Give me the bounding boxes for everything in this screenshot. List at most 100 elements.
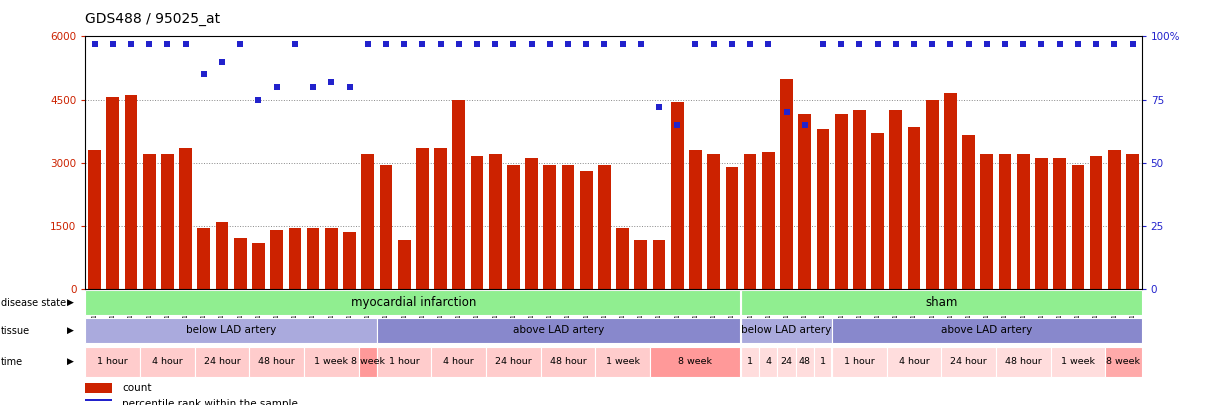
Bar xyxy=(814,347,832,377)
Bar xyxy=(306,228,320,289)
Bar xyxy=(1105,347,1142,377)
Bar xyxy=(486,347,541,377)
Text: 1: 1 xyxy=(747,356,753,366)
Text: above LAD artery: above LAD artery xyxy=(513,325,604,335)
Bar xyxy=(125,95,138,289)
Bar xyxy=(796,347,814,377)
Bar xyxy=(832,347,886,377)
Bar xyxy=(435,148,447,289)
Bar xyxy=(398,241,410,289)
Text: 24 hour: 24 hour xyxy=(495,356,532,366)
Bar xyxy=(689,150,702,289)
Bar xyxy=(707,154,720,289)
Text: 4 hour: 4 hour xyxy=(899,356,929,366)
Bar xyxy=(541,347,596,377)
Bar xyxy=(941,347,996,377)
Bar xyxy=(1017,154,1029,289)
Bar xyxy=(543,165,557,289)
Text: 8 week: 8 week xyxy=(679,356,713,366)
Bar xyxy=(179,148,192,289)
Bar xyxy=(198,228,210,289)
Bar xyxy=(635,241,647,289)
Bar xyxy=(1107,150,1121,289)
Bar xyxy=(872,133,884,289)
Bar xyxy=(598,165,610,289)
Text: 4 hour: 4 hour xyxy=(153,356,183,366)
Bar xyxy=(270,230,283,289)
Text: 4: 4 xyxy=(766,356,772,366)
Text: ▶: ▶ xyxy=(67,357,74,366)
Bar xyxy=(1054,158,1066,289)
Bar xyxy=(835,114,847,289)
Text: 8 week: 8 week xyxy=(350,356,385,366)
Bar xyxy=(744,154,757,289)
Bar xyxy=(416,148,429,289)
Text: 1 hour: 1 hour xyxy=(388,356,420,366)
Bar xyxy=(780,79,792,289)
Bar xyxy=(907,127,921,289)
Bar xyxy=(1072,165,1084,289)
Bar xyxy=(725,167,739,289)
Bar xyxy=(580,171,592,289)
Bar xyxy=(1050,347,1105,377)
Text: above LAD artery: above LAD artery xyxy=(941,325,1033,335)
Bar xyxy=(85,347,140,377)
Text: sham: sham xyxy=(926,296,957,309)
Text: 4 hour: 4 hour xyxy=(443,356,474,366)
Text: ▶: ▶ xyxy=(67,298,74,307)
Bar xyxy=(507,165,520,289)
Bar xyxy=(343,232,355,289)
Text: below LAD artery: below LAD artery xyxy=(186,325,276,335)
Bar xyxy=(762,152,774,289)
Bar xyxy=(161,154,173,289)
Bar xyxy=(361,154,374,289)
Bar xyxy=(799,114,811,289)
Bar xyxy=(194,347,249,377)
Bar xyxy=(670,102,684,289)
Bar xyxy=(488,154,502,289)
Text: 24 hour: 24 hour xyxy=(204,356,241,366)
Bar xyxy=(325,228,338,289)
Bar xyxy=(926,100,939,289)
Bar xyxy=(249,347,304,377)
Bar xyxy=(650,347,741,377)
Text: myocardial infarction: myocardial infarction xyxy=(350,296,476,309)
Text: GDS488 / 95025_at: GDS488 / 95025_at xyxy=(85,13,221,26)
Text: percentile rank within the sample: percentile rank within the sample xyxy=(122,399,298,405)
Bar xyxy=(304,347,359,377)
Bar xyxy=(889,110,902,289)
Bar xyxy=(143,154,155,289)
Bar xyxy=(377,347,431,377)
Bar xyxy=(85,399,112,405)
Bar xyxy=(999,154,1011,289)
Bar xyxy=(1126,154,1139,289)
Bar xyxy=(596,347,650,377)
Text: 1 hour: 1 hour xyxy=(98,356,128,366)
Text: 8 week: 8 week xyxy=(1106,356,1140,366)
Text: 48 hour: 48 hour xyxy=(549,356,586,366)
Bar xyxy=(817,129,829,289)
Bar xyxy=(996,347,1050,377)
Bar xyxy=(85,383,112,393)
Text: 24 hour: 24 hour xyxy=(950,356,987,366)
Bar xyxy=(980,154,993,289)
Bar xyxy=(617,228,629,289)
Bar xyxy=(216,222,228,289)
Text: 1 week: 1 week xyxy=(606,356,640,366)
Bar xyxy=(252,243,265,289)
Bar xyxy=(288,228,302,289)
Bar xyxy=(741,347,759,377)
Text: time: time xyxy=(1,357,23,367)
Bar xyxy=(525,158,538,289)
Text: count: count xyxy=(122,383,151,393)
Bar xyxy=(380,165,392,289)
Bar xyxy=(741,318,832,343)
Bar xyxy=(1035,158,1048,289)
Bar xyxy=(88,150,101,289)
Bar xyxy=(85,318,377,343)
Text: 1: 1 xyxy=(821,356,825,366)
Bar xyxy=(431,347,486,377)
Text: 48 hour: 48 hour xyxy=(259,356,295,366)
Text: tissue: tissue xyxy=(1,326,31,336)
Bar xyxy=(359,347,377,377)
